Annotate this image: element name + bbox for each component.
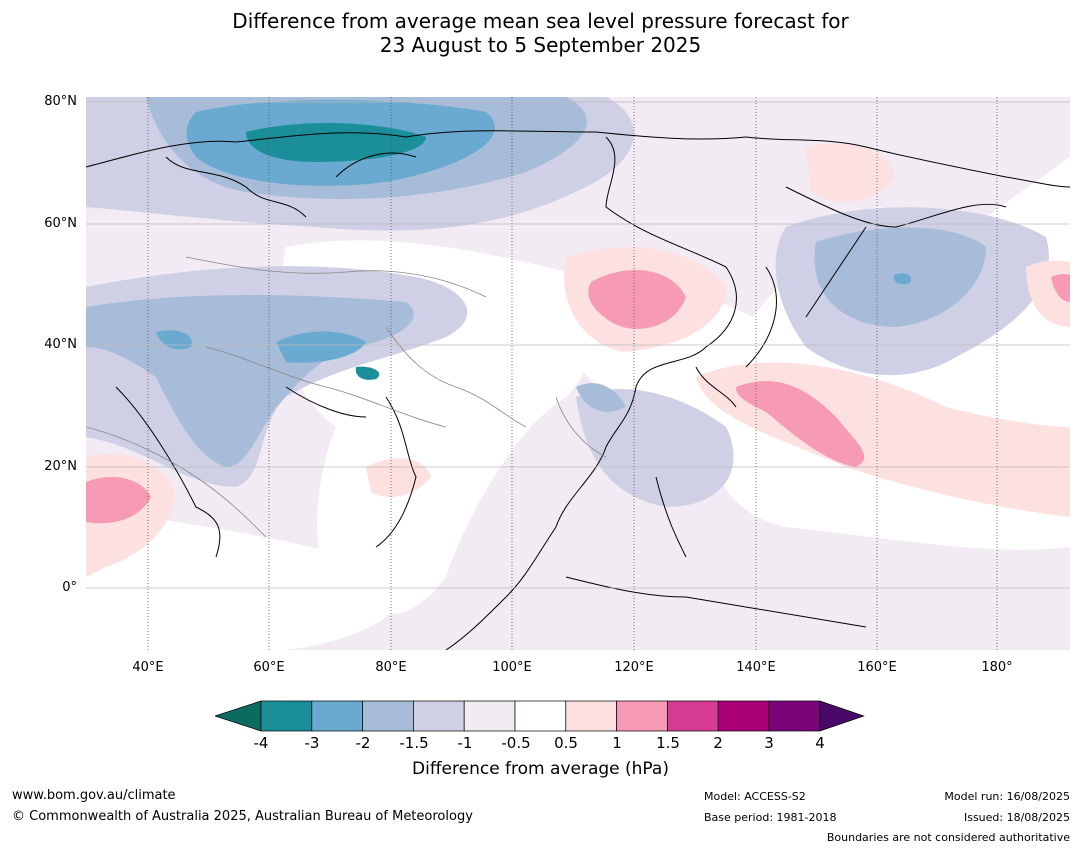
footer-url[interactable]: www.bom.gov.au/climate [12,788,176,803]
title-line-1: Difference from average mean sea level p… [232,9,849,33]
colorbar-tick: 2 [713,734,723,752]
footer-disclaimer: Boundaries are not considered authoritat… [826,831,1070,844]
colorbar-bin [667,700,719,732]
anomaly-region-bay-of-bengal-0.5 [366,458,431,497]
lat-label-40n: 40°N [44,337,77,352]
lon-label-40e: 40°E [132,660,164,675]
colorbar [215,700,865,732]
anomaly-region-east-china-1.5 [576,383,626,412]
anomaly-region-pamir-3 [156,330,192,350]
footer-issued: Issued: 18/08/2025 [963,811,1070,824]
colorbar-extend-below [215,700,262,732]
anomaly-region-central-asia-3 [276,331,366,363]
lon-label-120e: 120°E [614,660,654,675]
colorbar-tick: 0.5 [554,734,578,752]
colorbar-tick: 3 [764,734,774,752]
colorbar-bin [717,700,770,732]
title-line-2: 23 August to 5 September 2025 [379,33,702,57]
coastlines [86,130,1070,650]
lon-label-160e: 160°E [857,660,897,675]
anomaly-region-mongolia-1 [588,270,686,329]
colorbar-tick: -3 [304,734,320,752]
colorbar-bin [463,700,516,732]
lat-label-60n: 60°N [44,216,77,231]
colorbar-tick: -0.5 [501,734,531,752]
colorbar-tick: 1 [612,734,622,752]
anomaly-region-beringia-0.5 [806,143,896,202]
lon-label-60e: 60°E [253,660,285,675]
anomaly-region-japan-1 [736,381,865,467]
lon-label-180: 180° [981,660,1013,675]
colorbar-extend-above [819,700,865,732]
colorbar-bin [362,700,414,732]
footer-model-run: Model run: 16/08/2025 [944,790,1070,803]
lat-label-20n: 20°N [44,459,77,474]
colorbar-bin [413,700,465,732]
colorbar-bin [616,700,668,732]
footer-model: Model: ACCESS-S2 [704,790,806,803]
colorbar-tick: -4 [253,734,269,752]
pressure-anomaly-map [86,97,1070,650]
colorbar-bin [768,700,821,732]
lon-label-100e: 100°E [492,660,532,675]
colorbar-label: Difference from average (hPa) [412,759,669,779]
map-title: Difference from average mean sea level p… [0,9,1081,57]
lon-label-140e: 140°E [736,660,776,675]
colorbar-tick: 1.5 [656,734,680,752]
anomaly-region-red-sea-1 [86,477,151,524]
colorbar-tick: -1.5 [399,734,429,752]
anomaly-region-north-4 [246,122,426,162]
anomaly-region-scs-1.5 [576,388,734,507]
lat-label-0: 0° [62,580,77,595]
anomaly-region-east-pacific-1 [1051,274,1070,302]
anomaly-region-tibet-4 [355,366,380,380]
map-canvas [86,97,1070,650]
latitude-gridlines [86,101,1070,589]
lat-label-80n: 80°N [44,94,77,109]
footer-copyright: © Commonwealth of Australia 2025, Austra… [12,809,473,824]
colorbar-bin [565,700,617,732]
anomaly-region-nw-pacific-3 [893,273,911,285]
colorbar-bin [260,700,313,732]
colorbar-bin [514,700,567,732]
colorbar-bin [311,700,363,732]
colorbar-tick: -2 [355,734,371,752]
country-borders [86,256,607,538]
colorbar-tick: -1 [457,734,473,752]
longitude-gridlines [147,97,998,650]
footer-base-period: Base period: 1981-2018 [704,811,837,824]
lon-label-80e: 80°E [375,660,407,675]
colorbar-tick: 4 [815,734,825,752]
anomaly-region-neutral-southwest [86,517,402,650]
